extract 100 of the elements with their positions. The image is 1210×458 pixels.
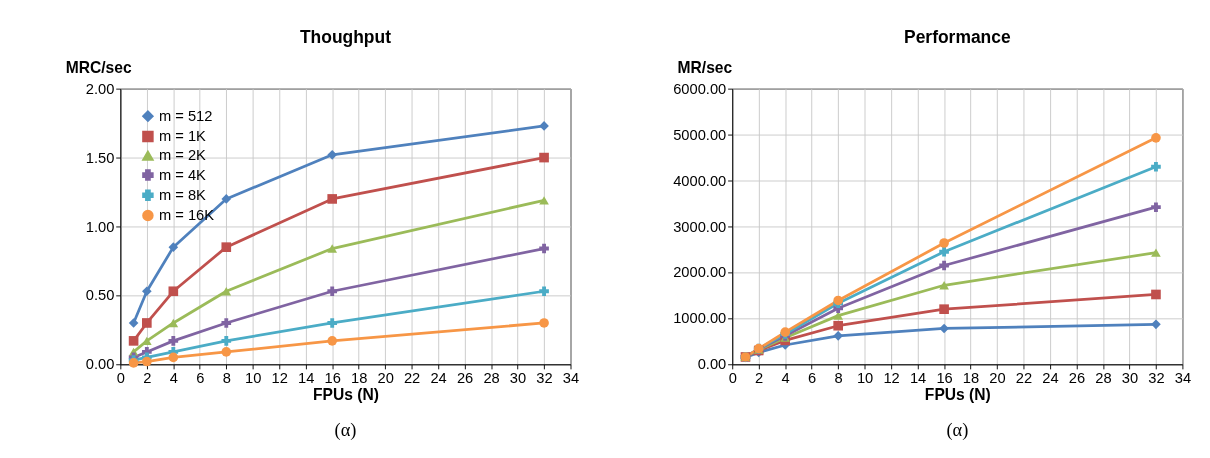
point xyxy=(221,287,232,296)
x-tick-label: 22 xyxy=(403,370,421,387)
point xyxy=(327,150,338,160)
point xyxy=(221,336,232,346)
x-tick-label: 2 xyxy=(755,370,764,387)
point xyxy=(539,243,549,254)
x-tick-label: 22 xyxy=(1015,370,1033,387)
x-tick-label: 14 xyxy=(909,370,927,387)
y-tick-label: 2.00 xyxy=(85,80,115,97)
x-tick-label: 12 xyxy=(883,370,900,387)
x-tick-label: 20 xyxy=(377,370,394,387)
point xyxy=(939,304,949,314)
point xyxy=(939,323,949,334)
text: (α) xyxy=(946,419,969,441)
x-tick-label: 8 xyxy=(222,370,231,387)
point xyxy=(539,286,549,297)
x-tick-label: 4 xyxy=(781,370,790,387)
x-tick-label: 16 xyxy=(936,370,953,387)
x-tick-label: 8 xyxy=(834,370,843,387)
point xyxy=(221,242,232,252)
legend-label: m = 2K xyxy=(158,147,207,164)
x-tick-label: 18 xyxy=(350,370,368,387)
x-axis-title: FPUs (N) xyxy=(924,385,991,403)
point xyxy=(128,336,139,346)
x-tick-label: 6 xyxy=(196,370,205,387)
x-tick-label: 28 xyxy=(1095,370,1112,387)
legend-label: m = 4K xyxy=(158,166,207,183)
point xyxy=(1151,289,1161,300)
x-tick-label: 30 xyxy=(1121,370,1139,387)
chart-title: Performance xyxy=(904,26,1011,47)
x-tick-label: 10 xyxy=(245,370,262,387)
x-tick-label: 16 xyxy=(324,370,341,387)
x-tick-label: 6 xyxy=(808,370,817,387)
point xyxy=(168,318,179,328)
point xyxy=(1151,133,1161,143)
x-tick-label: 34 xyxy=(562,370,580,387)
x-tick-label: 30 xyxy=(509,370,527,387)
point xyxy=(1151,319,1161,330)
point xyxy=(1151,202,1161,213)
x-tick-label: 2 xyxy=(143,370,152,387)
y-axis-title: MRC/sec xyxy=(65,58,132,76)
x-axis-title: FPUs (N) xyxy=(312,385,379,403)
point xyxy=(833,320,843,331)
text: (α) xyxy=(334,419,357,441)
x-tick-label: 32 xyxy=(1148,370,1165,387)
x-tick-label: 24 xyxy=(1042,370,1059,387)
point xyxy=(168,336,179,346)
point xyxy=(221,194,232,204)
y-tick-label: 0.00 xyxy=(697,356,727,373)
point xyxy=(168,242,179,252)
x-tick-label: 0 xyxy=(116,370,125,387)
point xyxy=(327,318,338,328)
point xyxy=(327,336,338,346)
chart-title: Thoughput xyxy=(299,26,392,47)
y-tick-label: 1.00 xyxy=(85,218,115,235)
x-tick-label: 26 xyxy=(1068,370,1086,387)
x-tick-label: 18 xyxy=(962,370,980,387)
point xyxy=(128,318,139,328)
y-tick-label: 1.50 xyxy=(85,149,115,166)
y-tick-label: 5000.00 xyxy=(673,126,727,143)
point xyxy=(327,194,338,204)
point xyxy=(939,238,949,248)
point xyxy=(539,121,549,131)
y-tick-label: 3000.00 xyxy=(673,218,727,235)
point xyxy=(142,318,152,328)
x-tick-label: 4 xyxy=(169,370,178,387)
legend-label: m = 512 xyxy=(158,107,213,124)
point xyxy=(168,286,179,297)
legend-label: m = 1K xyxy=(158,128,207,145)
point xyxy=(142,336,152,346)
x-tick-label: 32 xyxy=(536,370,553,387)
y-tick-label: 0.00 xyxy=(85,356,115,373)
point xyxy=(327,286,338,297)
x-tick-label: 24 xyxy=(430,370,447,387)
y-tick-label: 4000.00 xyxy=(673,172,727,189)
x-tick-label: 28 xyxy=(483,370,500,387)
point xyxy=(939,246,949,257)
point xyxy=(539,318,549,328)
point xyxy=(833,331,843,341)
point xyxy=(539,152,549,163)
y-tick-label: 2000.00 xyxy=(673,264,727,281)
y-tick-label: 0.50 xyxy=(85,287,115,304)
x-tick-label: 12 xyxy=(271,370,288,387)
y-axis-title: MR/sec xyxy=(677,58,733,76)
x-tick-label: 26 xyxy=(456,370,474,387)
point xyxy=(1151,161,1161,172)
y-tick-label: 6000.00 xyxy=(673,80,727,97)
legend-label: m = 8K xyxy=(158,186,207,203)
point xyxy=(939,260,949,271)
x-tick-label: 14 xyxy=(298,370,315,387)
x-tick-label: 34 xyxy=(1174,370,1192,387)
point xyxy=(168,352,179,363)
point xyxy=(142,286,152,297)
point xyxy=(327,244,338,253)
x-tick-label: 10 xyxy=(856,370,874,387)
point xyxy=(1151,248,1161,257)
point xyxy=(221,318,232,328)
point xyxy=(142,356,152,367)
x-tick-label: 20 xyxy=(989,370,1006,387)
x-tick-label: 0 xyxy=(728,370,737,387)
